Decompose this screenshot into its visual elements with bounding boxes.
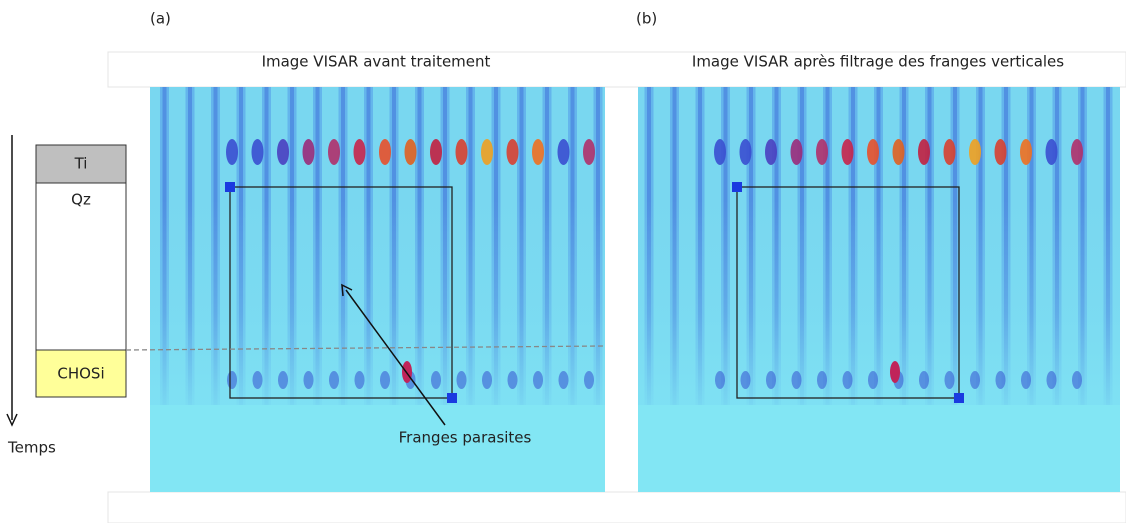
- hotspot: [532, 139, 544, 165]
- hotspot: [251, 139, 264, 165]
- fringe-tail: [817, 371, 827, 389]
- fringe-tail: [431, 371, 441, 389]
- hotspot: [714, 139, 726, 165]
- hotspot: [353, 139, 366, 165]
- hotspot: [481, 139, 493, 165]
- fringe-tail: [995, 371, 1006, 389]
- hotspot: [739, 139, 752, 165]
- panel-label: (a): [150, 10, 171, 28]
- fringe-tail: [354, 371, 365, 389]
- annotation-arrow-head: [341, 283, 353, 297]
- time-arrow-head: [6, 413, 18, 427]
- hotspot: [583, 139, 595, 165]
- time-label: Temps: [7, 439, 56, 457]
- hotspot: [1071, 139, 1083, 165]
- fringe-tail: [329, 371, 339, 389]
- fringe-tail: [1021, 371, 1031, 389]
- roi-handle: [447, 393, 457, 403]
- layer-label: Ti: [74, 155, 88, 173]
- hotspot: [328, 139, 340, 165]
- hotspot: [1045, 139, 1058, 165]
- layer-label: CHOSi: [57, 365, 104, 383]
- bottom-band: [107, 491, 1126, 524]
- fringe-fade: [150, 200, 605, 410]
- hotspot: [506, 139, 519, 165]
- fringe-tail: [944, 371, 955, 389]
- fringe-tail: [919, 371, 929, 389]
- fringe-tail: [303, 371, 314, 389]
- roi-box: [229, 186, 453, 399]
- fringe-tail: [278, 371, 288, 389]
- images: [150, 87, 1120, 492]
- fringe-tail: [868, 371, 878, 389]
- fringe-tail: [533, 371, 543, 389]
- hotspot: [943, 139, 956, 165]
- fringe-tail: [456, 371, 467, 389]
- layer-label: Qz: [71, 191, 91, 209]
- hotspot: [404, 139, 417, 165]
- panel-label: (b): [636, 10, 657, 28]
- panel-title: Image VISAR avant traitement: [262, 53, 491, 71]
- fringe-tail: [584, 371, 594, 389]
- roi-handle: [732, 182, 742, 192]
- hotspot: [277, 139, 289, 165]
- fringe-tail: [252, 371, 263, 389]
- fringe-tail: [791, 371, 802, 389]
- hotspot: [379, 139, 391, 165]
- image-lower: [638, 405, 1120, 492]
- image-lower: [150, 405, 605, 492]
- hotspot: [918, 139, 930, 165]
- layer-ti: [35, 144, 127, 184]
- roi-handle: [225, 182, 235, 192]
- layer-chosi: [35, 349, 127, 398]
- fringe-tail: [715, 371, 725, 389]
- hotspot: [892, 139, 905, 165]
- fringe-tail: [970, 371, 980, 389]
- hotspot: [841, 139, 854, 165]
- hotspot: [302, 139, 315, 165]
- annotation-arrow: [345, 289, 446, 426]
- roi-box: [736, 186, 960, 399]
- fringe-tail: [842, 371, 853, 389]
- hotspot: [1020, 139, 1032, 165]
- fringe-tail: [507, 371, 518, 389]
- hotspot: [867, 139, 879, 165]
- hotspot: [890, 361, 900, 383]
- panel-title: Image VISAR après filtrage des franges v…: [692, 53, 1064, 71]
- layer-qz: [35, 182, 127, 351]
- fringe-tail: [227, 371, 237, 389]
- hotspot: [969, 139, 981, 165]
- fringe-tail: [766, 371, 776, 389]
- roi-handle: [954, 393, 964, 403]
- annotation-label: Franges parasites: [399, 429, 532, 447]
- hotspot: [790, 139, 803, 165]
- fringe-tail: [482, 371, 492, 389]
- hotspot: [816, 139, 828, 165]
- fringe-tail: [1046, 371, 1057, 389]
- hotspot: [765, 139, 777, 165]
- title-band: [107, 51, 1126, 88]
- hotspot: [226, 139, 238, 165]
- fringe-tail: [1072, 371, 1082, 389]
- fringe-tail: [558, 371, 569, 389]
- hotspot: [994, 139, 1007, 165]
- hotspot: [455, 139, 468, 165]
- hotspot: [557, 139, 570, 165]
- fringe-tail: [740, 371, 751, 389]
- fringe-tail: [380, 371, 390, 389]
- hotspot: [430, 139, 442, 165]
